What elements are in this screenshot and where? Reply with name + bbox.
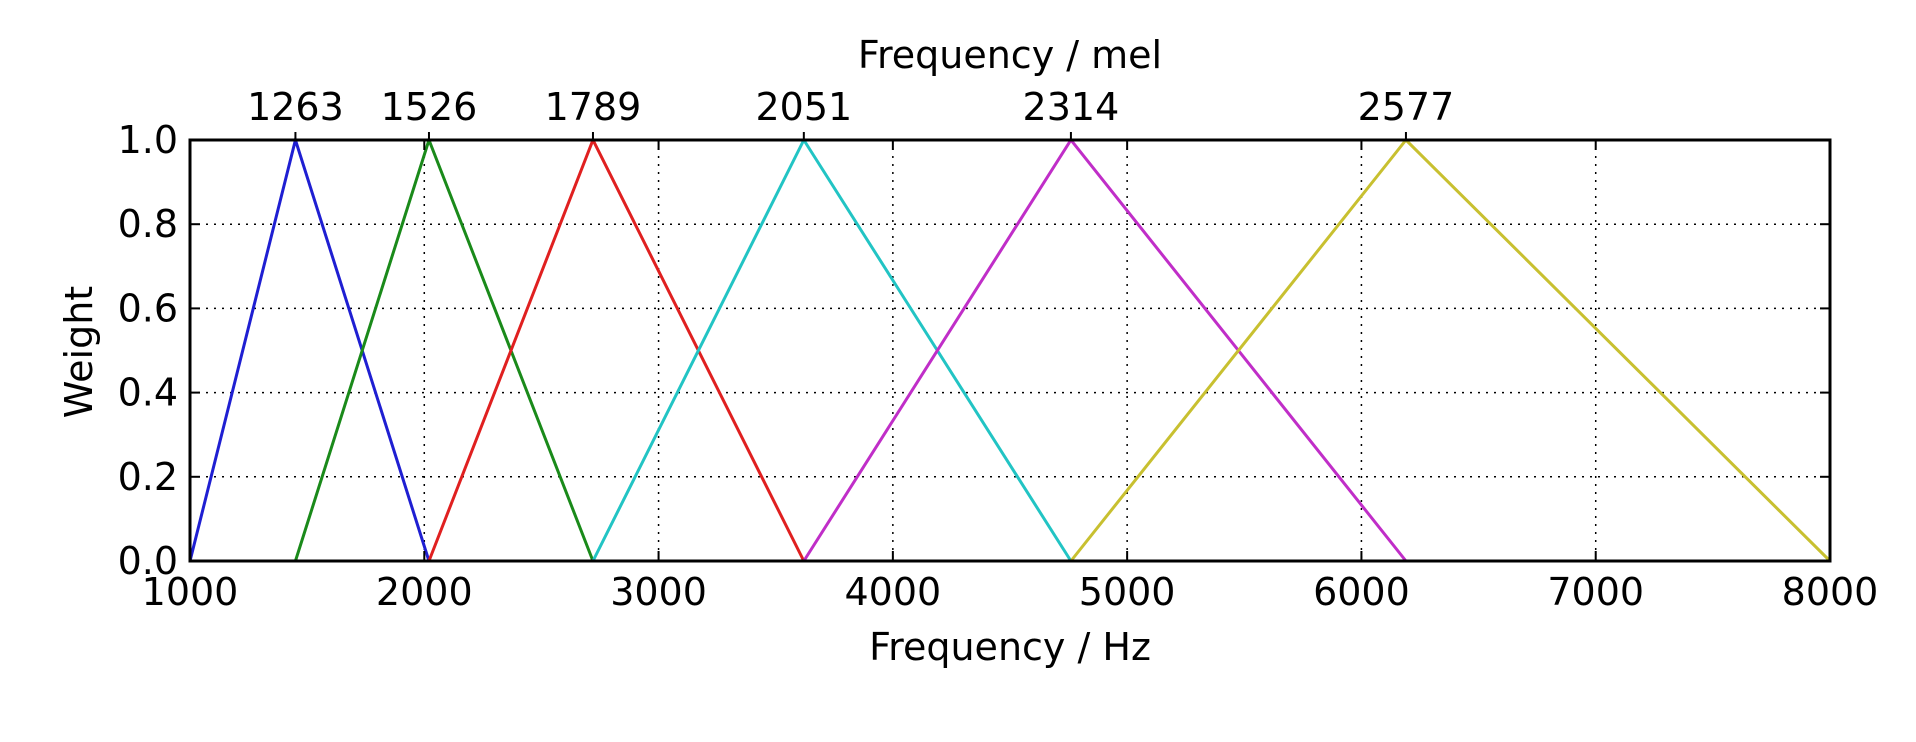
x-tick-label: 2000 <box>376 570 473 614</box>
filter-line-5 <box>802 137 1408 562</box>
top-x-axis-label: Frequency / mel <box>858 33 1162 77</box>
mel-tick-label: 2314 <box>1023 85 1120 129</box>
y-tick-label: 0.0 <box>118 539 178 583</box>
axis-ticks: 1000 2000 3000 4000 5000 6000 7000 8000 0.0 0.2 0.… <box>118 85 1879 614</box>
x-axis-label: Frequency / Hz <box>869 625 1151 669</box>
y-tick-label: 0.8 <box>118 202 178 246</box>
filter-line-3 <box>427 136 806 562</box>
y-tick-label: 0.6 <box>118 286 178 330</box>
y-axis-label: Weight <box>57 286 101 418</box>
plot-frame <box>188 138 1832 563</box>
mel-tick-label: 2051 <box>755 85 852 129</box>
filter-line-4 <box>591 136 1073 562</box>
x-tick-label: 6000 <box>1313 570 1410 614</box>
mel-tick-label: 2577 <box>1358 85 1455 129</box>
x-tick-label: 4000 <box>844 570 941 614</box>
y-tick-label: 0.4 <box>118 371 178 415</box>
y-tick-label: 1.0 <box>118 118 178 162</box>
filter-line-2 <box>293 135 595 562</box>
mel-tick-label: 1263 <box>247 85 344 129</box>
filter-series <box>188 134 1832 563</box>
x-tick-label: 3000 <box>610 570 707 614</box>
mel-tick-label: 1526 <box>381 85 478 129</box>
grid-lines <box>190 140 1830 561</box>
x-tick-label: 1000 <box>142 570 239 614</box>
filter-line-1 <box>188 134 431 562</box>
filter-line-6 <box>1069 137 1832 563</box>
x-tick-label: 8000 <box>1782 570 1879 614</box>
y-tick-label: 0.2 <box>118 455 178 499</box>
mel-tick-label: 1789 <box>545 85 642 129</box>
x-tick-label: 7000 <box>1547 570 1644 614</box>
x-tick-label: 5000 <box>1079 570 1176 614</box>
